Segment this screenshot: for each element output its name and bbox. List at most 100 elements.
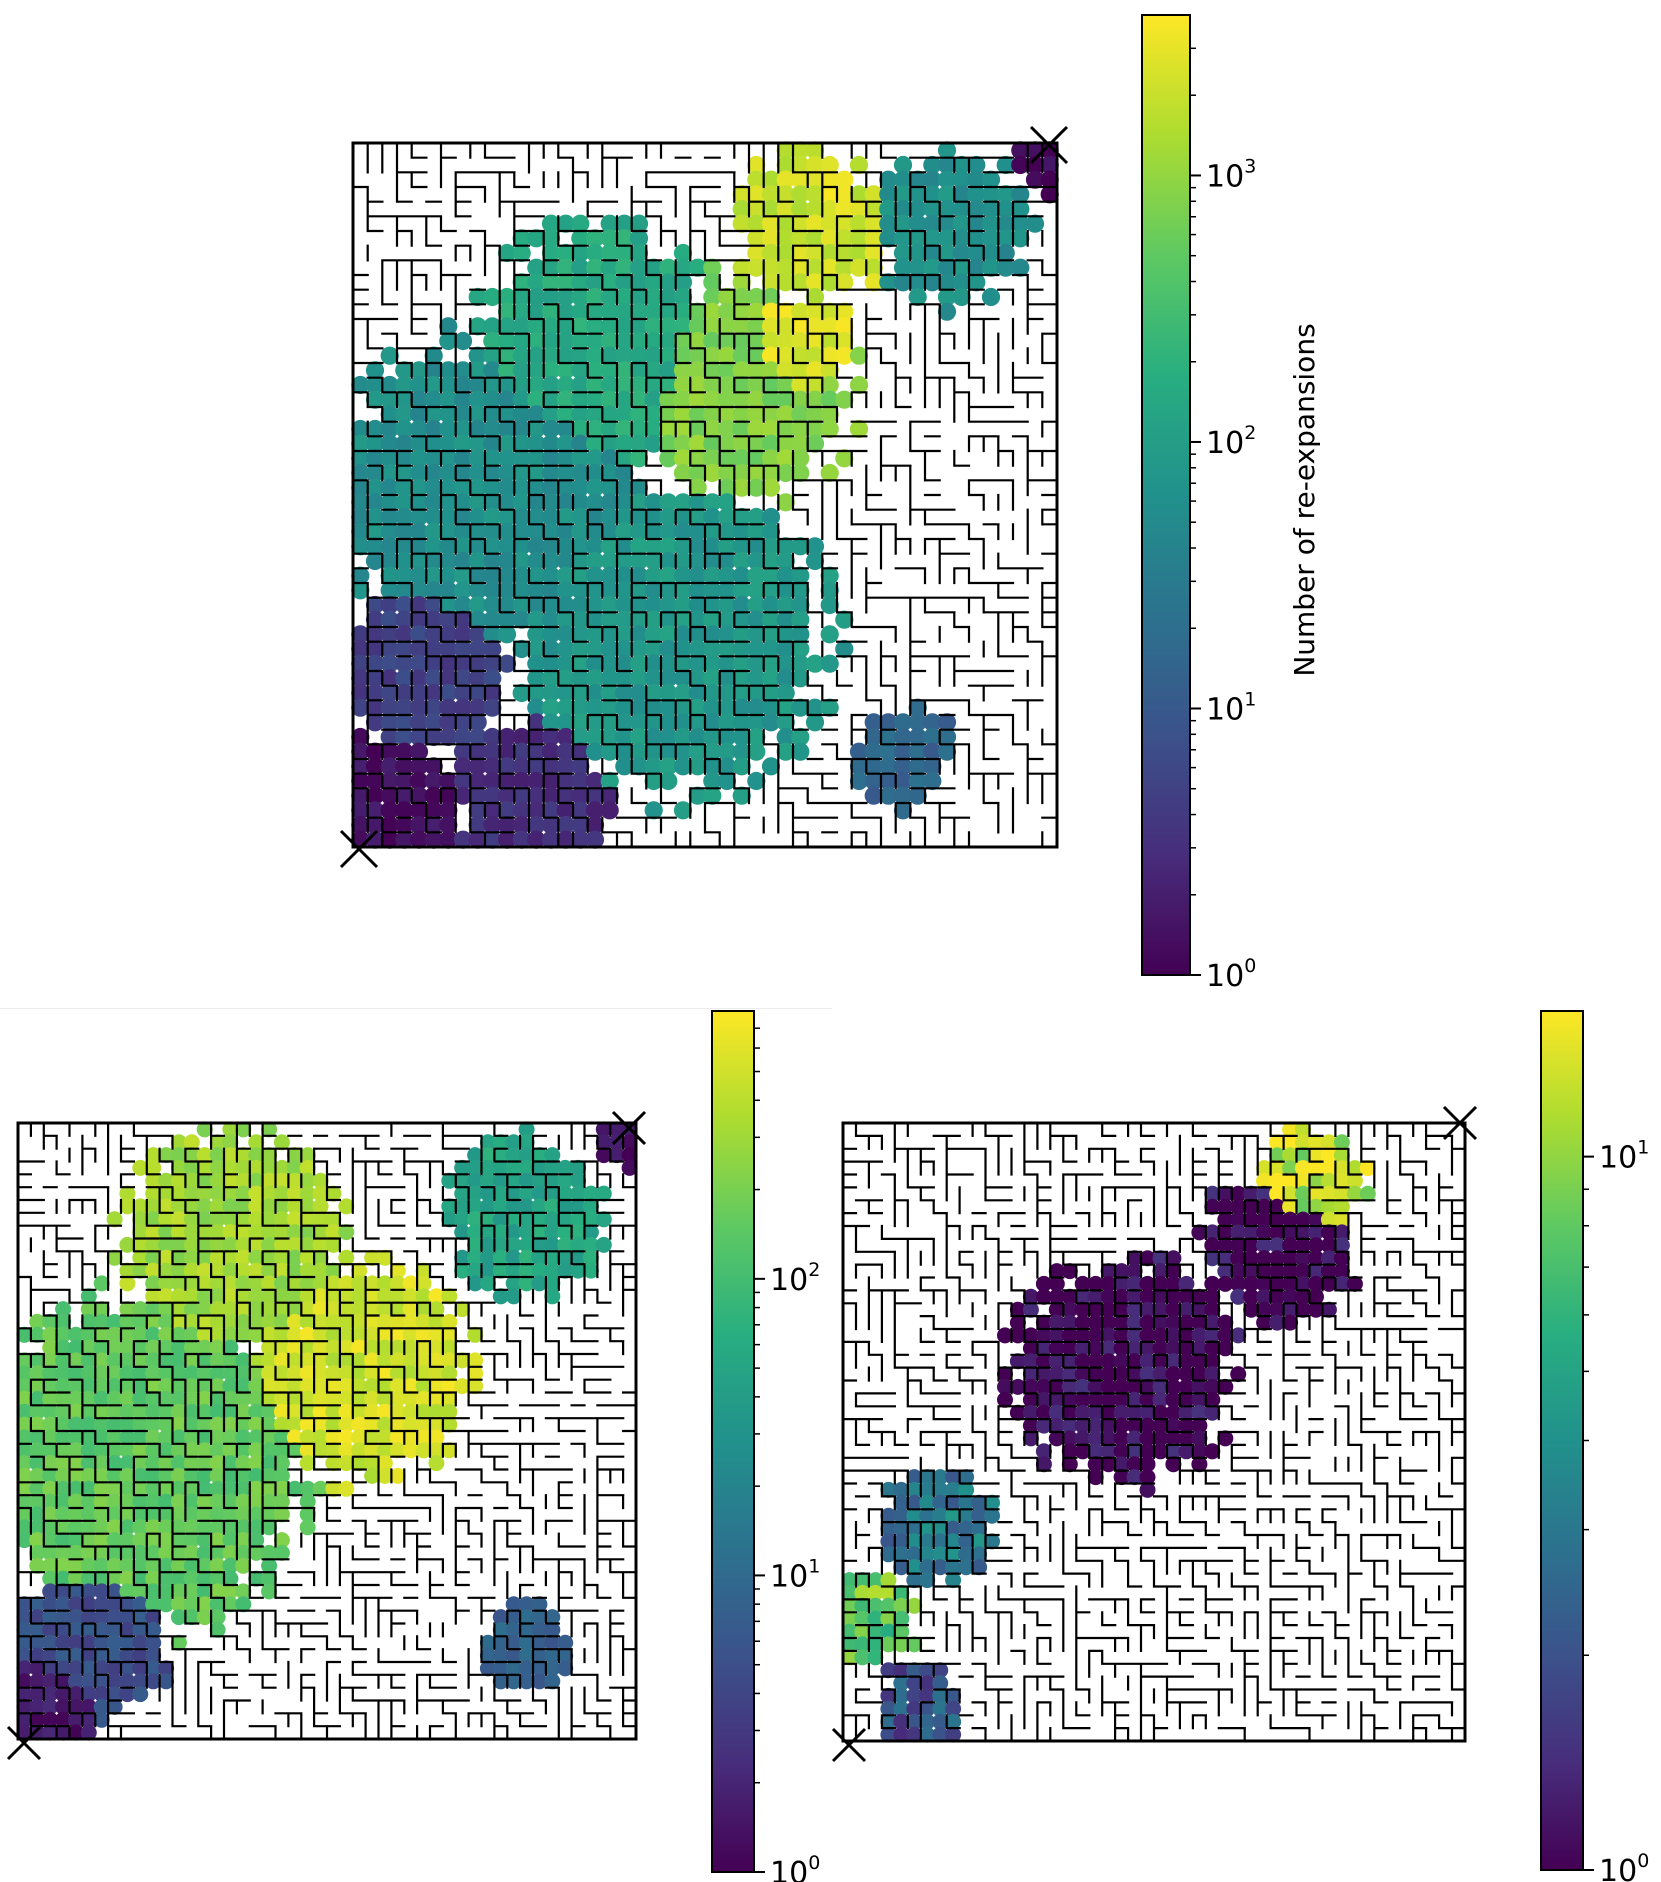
explored-cell bbox=[106, 1634, 123, 1651]
explored-cell bbox=[820, 419, 839, 439]
explored-cell bbox=[16, 1634, 33, 1651]
explored-cell bbox=[571, 742, 590, 761]
explored-cell bbox=[1178, 1430, 1195, 1447]
explored-cell bbox=[55, 1660, 72, 1677]
explored-cell bbox=[932, 1494, 949, 1511]
explored-cell bbox=[235, 1583, 252, 1600]
explored-cell bbox=[820, 331, 839, 351]
explored-cell bbox=[209, 1442, 226, 1459]
explored-cell bbox=[527, 639, 546, 659]
explored-cell bbox=[732, 199, 751, 219]
explored-cell bbox=[428, 1326, 445, 1343]
explored-cell bbox=[338, 1403, 355, 1420]
explored-cell bbox=[441, 1198, 458, 1215]
explored-cell bbox=[196, 1224, 213, 1241]
explored-cell bbox=[409, 742, 429, 761]
explored-cell bbox=[454, 1224, 471, 1241]
explored-cell bbox=[145, 1390, 162, 1407]
explored-cell bbox=[571, 493, 590, 512]
explored-cell bbox=[923, 713, 942, 732]
explored-cell bbox=[541, 581, 561, 600]
explored-cell bbox=[791, 419, 810, 439]
explored-cell bbox=[557, 1660, 574, 1677]
explored-cell bbox=[600, 654, 619, 673]
explored-cell bbox=[1048, 1263, 1065, 1280]
explored-cell bbox=[629, 258, 649, 277]
explored-cell bbox=[261, 1416, 278, 1433]
explored-cell bbox=[541, 419, 561, 439]
explored-cell bbox=[235, 1519, 252, 1536]
explored-cell bbox=[1139, 1301, 1156, 1318]
explored-cell bbox=[441, 1365, 458, 1382]
explored-cell bbox=[209, 1301, 226, 1318]
explored-cell bbox=[1048, 1288, 1065, 1305]
explored-cell bbox=[541, 522, 561, 541]
explored-cell bbox=[209, 1519, 226, 1536]
explored-cell bbox=[248, 1159, 265, 1176]
explored-cell bbox=[644, 375, 663, 395]
explored-cell bbox=[1320, 1147, 1337, 1164]
explored-cell bbox=[389, 1365, 406, 1382]
explored-cell bbox=[16, 1609, 33, 1626]
explored-cell bbox=[1191, 1430, 1208, 1447]
explored-cell bbox=[1165, 1301, 1182, 1318]
explored-cell bbox=[505, 1249, 522, 1266]
maze-border bbox=[16, 1121, 638, 1741]
explored-cell bbox=[248, 1493, 265, 1510]
explored-cell bbox=[312, 1378, 329, 1395]
explored-cell bbox=[629, 287, 649, 307]
explored-cell bbox=[1320, 1275, 1337, 1292]
explored-cell bbox=[1333, 1263, 1350, 1280]
explored-cell bbox=[600, 478, 619, 497]
explored-cell bbox=[1113, 1469, 1130, 1486]
explored-cell bbox=[518, 1198, 535, 1215]
explored-cell bbox=[615, 405, 634, 424]
explored-cell bbox=[629, 522, 649, 541]
explored-cell bbox=[119, 1236, 136, 1253]
explored-cell bbox=[776, 537, 795, 556]
explored-cell bbox=[556, 683, 575, 703]
explored-cell bbox=[467, 1224, 484, 1241]
explored-cell bbox=[585, 727, 605, 747]
explored-cell bbox=[571, 786, 590, 805]
explored-cell bbox=[80, 1416, 97, 1433]
explored-cell bbox=[380, 419, 399, 439]
explored-cell bbox=[42, 1634, 59, 1651]
explored-cell bbox=[841, 1649, 858, 1666]
explored-cell bbox=[248, 1390, 265, 1407]
explored-cell bbox=[299, 1416, 316, 1433]
explored-cell bbox=[864, 258, 883, 277]
explored-cell bbox=[1282, 1198, 1299, 1215]
explored-cell bbox=[483, 786, 502, 805]
explored-cell bbox=[453, 463, 473, 483]
explored-cell bbox=[1113, 1443, 1130, 1460]
explored-cell bbox=[761, 537, 781, 556]
explored-cell bbox=[1217, 1263, 1234, 1280]
explored-cell bbox=[261, 1198, 278, 1215]
explored-cell bbox=[1269, 1211, 1286, 1228]
explored-cell bbox=[183, 1288, 200, 1305]
explored-cell bbox=[415, 1275, 432, 1292]
explored-cell bbox=[119, 1634, 136, 1651]
explored-cell bbox=[209, 1416, 226, 1433]
explored-cell bbox=[717, 405, 737, 424]
explored-cell bbox=[1282, 1301, 1299, 1318]
explored-cell bbox=[1178, 1275, 1195, 1292]
explored-cell bbox=[893, 1520, 910, 1537]
explored-cell bbox=[170, 1532, 187, 1549]
explored-cell bbox=[556, 786, 575, 805]
explored-cell bbox=[1191, 1301, 1208, 1318]
explored-cell bbox=[1022, 1417, 1039, 1434]
explored-cell bbox=[235, 1390, 252, 1407]
explored-cell bbox=[791, 155, 810, 175]
explored-cell bbox=[557, 1211, 574, 1228]
explored-cell bbox=[1295, 1134, 1311, 1151]
explored-cell bbox=[467, 1378, 484, 1395]
explored-cell bbox=[42, 1711, 59, 1728]
explored-cell bbox=[703, 537, 722, 556]
explored-cell bbox=[571, 581, 590, 600]
explored-cell bbox=[248, 1455, 265, 1472]
explored-cell bbox=[1165, 1327, 1182, 1344]
explored-cell bbox=[644, 522, 663, 541]
explored-cell bbox=[1035, 1417, 1052, 1434]
